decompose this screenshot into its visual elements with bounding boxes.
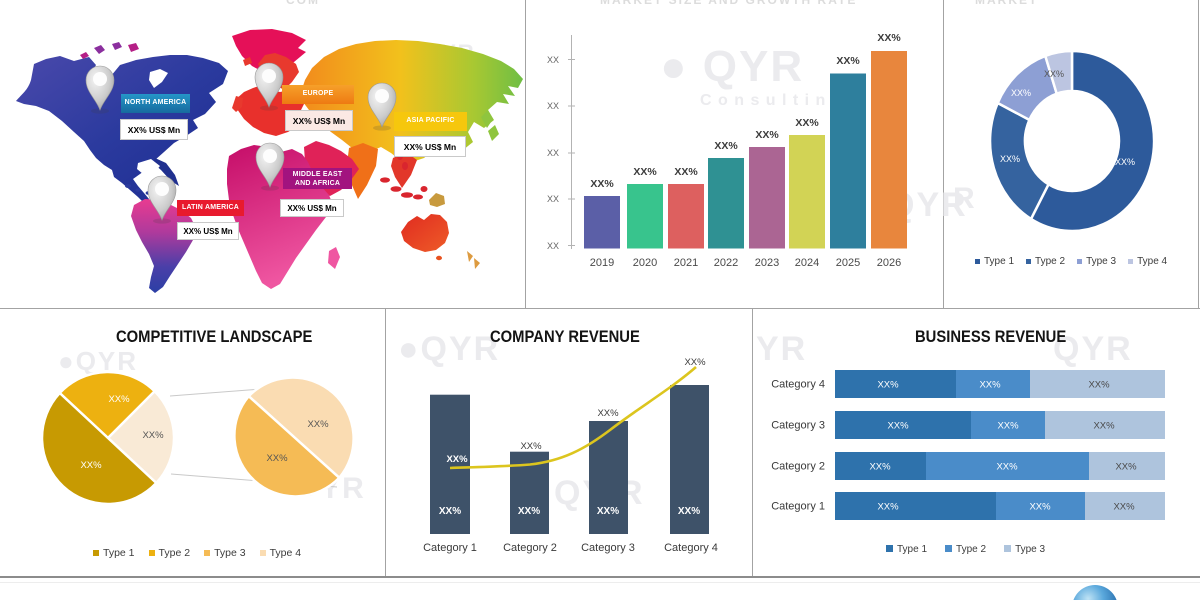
svg-text:2022: 2022 (714, 257, 738, 269)
svg-text:2026: 2026 (877, 257, 901, 269)
svg-text:XX%: XX% (869, 462, 891, 473)
svg-text:XX%: XX% (518, 506, 540, 517)
svg-text:Category 1: Category 1 (771, 501, 825, 513)
svg-text:XX%: XX% (755, 129, 779, 141)
svg-text:XX%: XX% (266, 453, 288, 464)
svg-text:XX%: XX% (1029, 502, 1051, 513)
svg-text:2024: 2024 (795, 257, 819, 269)
svg-text:XX%: XX% (108, 394, 130, 405)
svg-text:Category 4: Category 4 (664, 542, 718, 554)
svg-text:XX: XX (547, 241, 559, 251)
svg-text:Category 2: Category 2 (771, 461, 825, 473)
svg-text:XX: XX (547, 148, 559, 158)
svg-text:XX%: XX% (597, 506, 619, 517)
svg-text:XX%: XX% (795, 117, 819, 129)
svg-text:2019: 2019 (590, 257, 614, 269)
svg-text:XX%: XX% (439, 506, 461, 517)
svg-text:XX%: XX% (590, 178, 614, 190)
svg-text:XX%: XX% (633, 166, 657, 178)
svg-text:XX%: XX% (997, 421, 1019, 432)
svg-text:XX%: XX% (714, 140, 738, 152)
svg-text:XX%: XX% (674, 166, 698, 178)
svg-text:2021: 2021 (674, 257, 698, 269)
svg-text:2020: 2020 (633, 257, 657, 269)
svg-text:XX%: XX% (520, 441, 542, 452)
svg-text:Category 4: Category 4 (771, 379, 825, 391)
svg-text:XX%: XX% (684, 357, 706, 368)
svg-text:Category 3: Category 3 (771, 420, 825, 432)
svg-text:Category 3: Category 3 (581, 542, 635, 554)
svg-text:XX%: XX% (307, 419, 329, 430)
svg-text:XX%: XX% (1011, 88, 1031, 98)
svg-text:XX%: XX% (1115, 157, 1135, 167)
svg-text:XX%: XX% (142, 430, 164, 441)
svg-text:XX%: XX% (979, 380, 1001, 391)
svg-text:XX%: XX% (996, 462, 1018, 473)
svg-text:XX: XX (547, 101, 559, 111)
svg-text:Category 2: Category 2 (503, 542, 557, 554)
svg-text:XX%: XX% (836, 55, 860, 67)
svg-text:XX: XX (547, 194, 559, 204)
svg-text:XX%: XX% (80, 460, 102, 471)
svg-text:XX%: XX% (1088, 380, 1110, 391)
svg-text:XX%: XX% (446, 454, 468, 465)
svg-text:XX%: XX% (1000, 154, 1020, 164)
svg-text:XX%: XX% (678, 506, 700, 517)
svg-text:XX%: XX% (1115, 462, 1137, 473)
svg-text:Category 1: Category 1 (423, 542, 477, 554)
svg-text:XX%: XX% (877, 380, 899, 391)
svg-text:XX%: XX% (1093, 421, 1115, 432)
svg-text:XX: XX (547, 55, 559, 65)
svg-text:XX%: XX% (597, 408, 619, 419)
svg-text:XX%: XX% (1044, 69, 1064, 79)
svg-text:XX%: XX% (877, 32, 901, 44)
svg-text:XX%: XX% (877, 502, 899, 513)
svg-text:2023: 2023 (755, 257, 779, 269)
svg-text:XX%: XX% (1113, 502, 1135, 513)
svg-text:XX%: XX% (887, 421, 909, 432)
svg-text:2025: 2025 (836, 257, 860, 269)
